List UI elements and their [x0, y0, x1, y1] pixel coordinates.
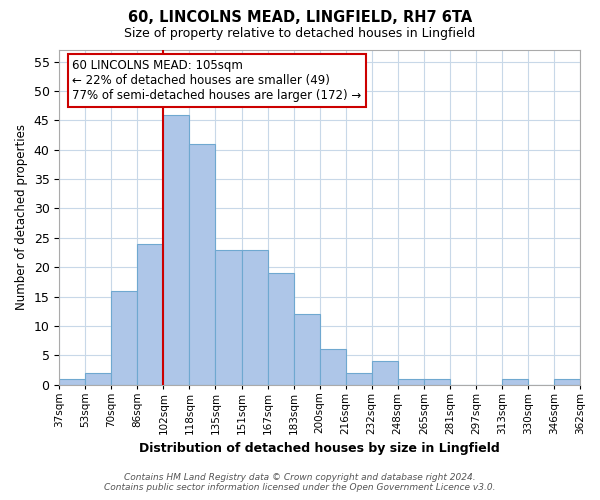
X-axis label: Distribution of detached houses by size in Lingfield: Distribution of detached houses by size …: [139, 442, 500, 455]
Text: 60 LINCOLNS MEAD: 105sqm
← 22% of detached houses are smaller (49)
77% of semi-d: 60 LINCOLNS MEAD: 105sqm ← 22% of detach…: [72, 59, 362, 102]
Text: 60, LINCOLNS MEAD, LINGFIELD, RH7 6TA: 60, LINCOLNS MEAD, LINGFIELD, RH7 6TA: [128, 10, 472, 25]
Bar: [190, 144, 215, 384]
Bar: [346, 373, 372, 384]
Bar: [293, 314, 320, 384]
Bar: [163, 114, 190, 384]
Bar: [215, 250, 242, 384]
Bar: [554, 378, 580, 384]
Text: Contains HM Land Registry data © Crown copyright and database right 2024.
Contai: Contains HM Land Registry data © Crown c…: [104, 473, 496, 492]
Bar: [59, 378, 85, 384]
Bar: [137, 244, 163, 384]
Text: Size of property relative to detached houses in Lingfield: Size of property relative to detached ho…: [124, 28, 476, 40]
Bar: [424, 378, 450, 384]
Bar: [398, 378, 424, 384]
Y-axis label: Number of detached properties: Number of detached properties: [15, 124, 28, 310]
Bar: [372, 361, 398, 384]
Bar: [320, 350, 346, 384]
Bar: [502, 378, 528, 384]
Bar: [85, 373, 112, 384]
Bar: [242, 250, 268, 384]
Bar: [268, 273, 293, 384]
Bar: [112, 290, 137, 384]
